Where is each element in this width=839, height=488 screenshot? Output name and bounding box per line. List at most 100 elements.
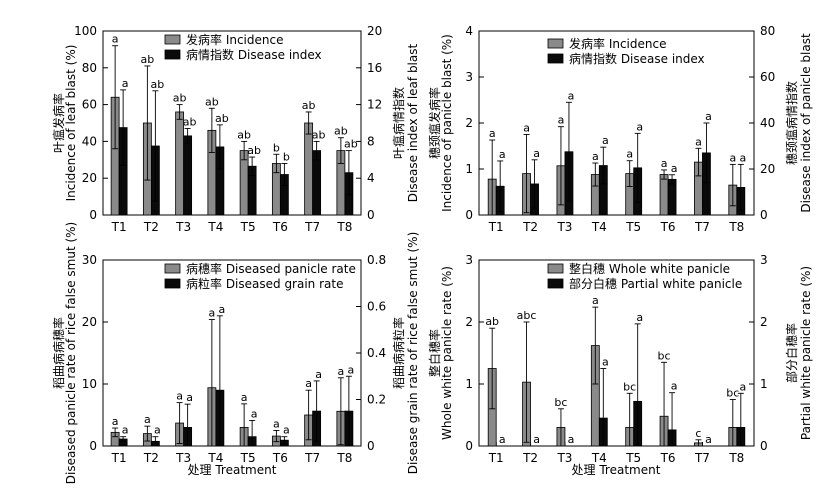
x-tick-label: T4: [207, 451, 223, 465]
significance-letter: ab: [334, 125, 348, 138]
significance-letter: a: [602, 356, 609, 369]
y-left-tick-label: 0: [89, 208, 97, 222]
x-tick-label: T4: [207, 220, 223, 234]
legend-swatch-1: [547, 263, 564, 274]
y-left-tick-label: 100: [74, 24, 97, 38]
y-axis-title-left-en: Incidence of leaf blast (%): [64, 45, 78, 202]
significance-letter: c: [695, 427, 701, 440]
significance-letter: ab: [141, 53, 155, 66]
x-tick-label: T2: [143, 220, 159, 234]
y-left-tick-label: 4: [465, 24, 473, 38]
significance-letter: a: [154, 424, 161, 437]
y-axis-title-left-zh: 叶瘟发病率: [51, 93, 66, 153]
significance-letter: a: [705, 110, 712, 123]
significance-letter: a: [602, 134, 609, 147]
y-right-tick-label: 12: [367, 98, 382, 112]
significance-letter: a: [739, 380, 746, 393]
significance-letter: a: [695, 135, 702, 148]
legend-label-1: 整白穗 Whole white panicle: [569, 261, 730, 276]
significance-letter: ab: [485, 315, 499, 328]
y-right-tick-label: 20: [367, 24, 382, 38]
y-left-tick-label: 3: [465, 253, 473, 267]
y-right-tick-label: 2: [760, 315, 768, 329]
legend-label-1: 发病率 Incidence: [186, 32, 283, 47]
y-axis-title-left-en: Incidence of panicle blast (%): [440, 34, 454, 212]
significance-letter: a: [112, 33, 119, 46]
y-left-tick-label: 80: [82, 61, 97, 75]
x-tick-label: T5: [240, 220, 256, 234]
significance-letter: a: [122, 77, 129, 90]
y-axis-title-right-en: Disease grain rate of rice false smut (%…: [406, 232, 420, 475]
significance-letter: ab: [183, 116, 197, 129]
significance-letter: ab: [215, 112, 229, 125]
significance-letter: ab: [302, 99, 316, 112]
y-right-tick-label: 0.6: [367, 300, 386, 314]
bar-series1: [659, 174, 669, 216]
y-left-tick-label: 0: [89, 439, 97, 453]
significance-letter: b: [283, 150, 290, 163]
x-tick-label: T5: [625, 220, 641, 234]
significance-letter: a: [558, 114, 565, 127]
significance-letter: a: [241, 391, 248, 404]
x-tick-label: T4: [591, 451, 607, 465]
legend-label-1: 病穗率 Diseased panicle rate: [186, 261, 356, 276]
significance-letter: a: [705, 433, 712, 446]
significance-letter: a: [338, 365, 345, 378]
y-axis-title-right: 稻曲病病粒率 Disease grain rate of rice false s…: [391, 232, 420, 475]
significance-letter: bc: [658, 349, 671, 362]
x-tick-label: T2: [522, 220, 538, 234]
x-tick-label: T1: [488, 451, 504, 465]
significance-letter: a: [671, 162, 678, 175]
y-left-tick-label: 20: [82, 315, 97, 329]
x-tick-label: T6: [272, 220, 288, 234]
significance-letter: a: [283, 424, 290, 437]
significance-letter: ab: [237, 128, 251, 141]
significance-letter: ab: [173, 92, 187, 105]
x-axis-title-1: 处理 Treatment: [188, 463, 277, 477]
x-tick-label: T1: [111, 220, 127, 234]
significance-letter: a: [219, 303, 226, 316]
x-tick-label: T4: [591, 220, 607, 234]
x-tick-label: T1: [488, 220, 504, 234]
significance-letter: b: [273, 141, 280, 154]
legend-swatch-2: [164, 278, 181, 289]
y-left-tick-label: 0: [465, 439, 473, 453]
legend-swatch-1: [547, 38, 564, 49]
y-left-tick-label: 30: [82, 253, 97, 267]
y-axis-title-left-zh: 稻曲病病穗率: [51, 317, 66, 389]
significance-letter: a: [568, 89, 575, 102]
y-right-tick-label: 4: [367, 171, 375, 185]
y-axis-title-left-zh: 整白穗率: [427, 329, 442, 377]
y-right-tick-label: 0: [760, 208, 768, 222]
significance-letter: abc: [517, 309, 537, 322]
y-axis-title-right: 部分白穗率 Partial white panicle rate (%): [784, 266, 813, 440]
legend-swatch-2: [547, 278, 564, 289]
significance-letter: a: [305, 377, 312, 390]
chart-panel-4: 01230123T1abaT2abcaT3bcaT4aaT5bcaT6bcaT7…: [427, 253, 813, 465]
significance-letter: ab: [151, 78, 165, 91]
x-tick-label: T8: [336, 451, 352, 465]
y-right-tick-label: 0.4: [367, 346, 386, 360]
y-axis-title-right-zh: 穗颈瘟病情指数: [784, 81, 799, 165]
y-right-tick-label: 40: [760, 116, 775, 130]
x-tick-label: T8: [336, 220, 352, 234]
y-left-tick-label: 60: [82, 98, 97, 112]
chart-panel-1: 020406080100048121620T1aaT2ababT3ababT4a…: [51, 24, 420, 234]
y-axis-title-right: 穗颈瘟病情指数 Disease index of panicle blast: [784, 33, 813, 213]
x-tick-label: T7: [304, 451, 320, 465]
legend-label-2: 病情指数 Disease index: [186, 47, 322, 62]
y-left-tick-label: 2: [465, 116, 473, 130]
significance-letter: bc: [554, 396, 567, 409]
y-right-tick-label: 3: [760, 253, 768, 267]
x-tick-label: T1: [111, 451, 127, 465]
significance-letter: a: [209, 307, 216, 320]
y-right-tick-label: 60: [760, 70, 775, 84]
legend-label-1: 发病率 Incidence: [569, 36, 666, 51]
bar-series2: [667, 178, 677, 216]
significance-letter: a: [273, 418, 280, 431]
significance-letter: a: [636, 120, 643, 133]
